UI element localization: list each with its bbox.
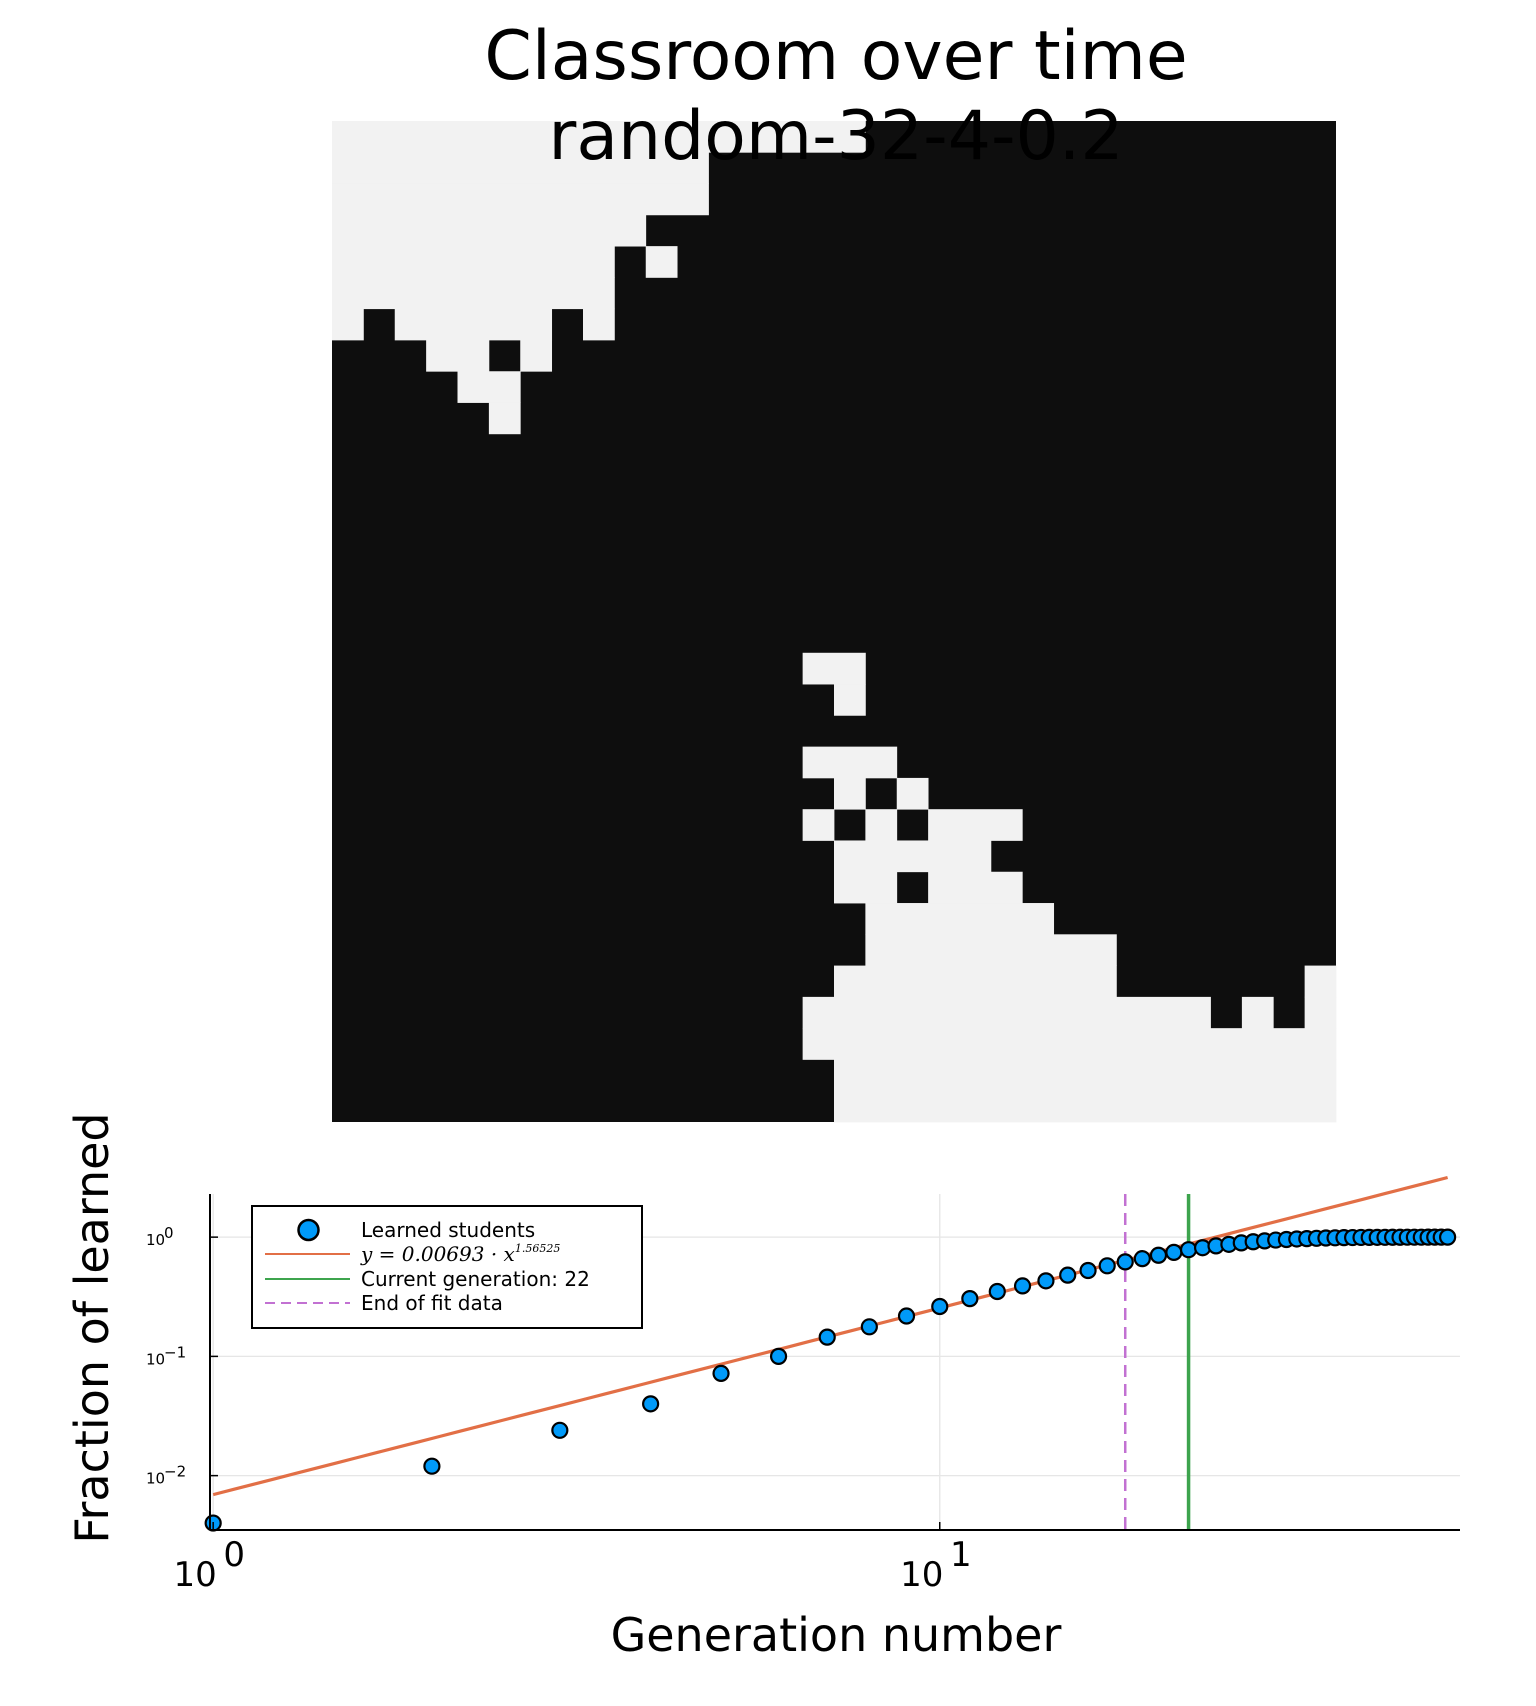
classroom-cell-learned — [802, 996, 1211, 1029]
classroom-cell-learned — [834, 871, 898, 904]
y-tick-exponent: −1 — [164, 1343, 186, 1361]
classroom-cell-learned — [426, 339, 490, 372]
legend-label: Current generation: 22 — [361, 1267, 590, 1291]
data-point — [1179, 1241, 1198, 1259]
classroom-cell-learned — [865, 934, 1117, 966]
y-tick-exponent: −2 — [164, 1463, 186, 1481]
classroom-cell-learned — [865, 809, 898, 841]
data-point — [551, 1421, 569, 1439]
classroom-cell-learned — [332, 277, 615, 310]
classroom-cell-learned — [802, 652, 866, 685]
classroom-cell-learned — [457, 371, 521, 403]
classroom-cell-learned — [834, 840, 992, 873]
data-point — [1037, 1272, 1055, 1290]
classroom-cell-learned — [1304, 965, 1337, 998]
x-axis-label: Generation number — [611, 1608, 1062, 1662]
data-point — [1116, 1253, 1134, 1271]
classroom-grid — [332, 121, 1337, 1123]
classroom-cell-learned — [332, 214, 647, 247]
data-point — [931, 1297, 949, 1316]
classroom-cell-learned — [928, 809, 1023, 841]
classroom-cell-learned — [520, 339, 553, 372]
classroom-cell-learned — [834, 684, 866, 716]
classroom-cell-learned — [834, 777, 866, 810]
legend-label: End of fit data — [361, 1291, 503, 1315]
classroom-cell-learned — [488, 402, 521, 435]
y-tick-label: 10 — [146, 1470, 165, 1488]
data-point — [423, 1457, 441, 1475]
classroom-cell-learned — [1241, 996, 1274, 1029]
data-point — [1133, 1250, 1151, 1268]
data-point — [1098, 1257, 1116, 1275]
data-point — [1059, 1266, 1077, 1284]
data-point — [897, 1307, 916, 1325]
data-point — [988, 1282, 1006, 1301]
x-tick-label: 10 — [900, 1555, 943, 1595]
classroom-cell-learned — [928, 871, 1023, 904]
title-line-2: random-32-4-0.2 — [548, 97, 1123, 176]
classroom-cell-learned — [1304, 996, 1337, 1029]
data-point — [769, 1347, 788, 1365]
y-tick-label: 10 — [146, 1350, 165, 1368]
classroom-cell-learned — [865, 903, 1055, 935]
data-point — [1079, 1261, 1097, 1280]
classroom-cell-learned — [802, 746, 898, 779]
title-line-1: Classroom over time — [484, 17, 1187, 96]
classroom-cell-learned — [834, 1090, 1337, 1123]
classroom-cell-learned — [332, 152, 709, 184]
legend-label: Learned students — [361, 1218, 535, 1242]
legend-swatch-points — [297, 1218, 320, 1242]
classroom-cell-learned — [332, 121, 866, 153]
classroom-cell-learned — [645, 246, 678, 278]
data-point — [1165, 1243, 1183, 1261]
classroom-cell-learned — [834, 1059, 1337, 1092]
classroom-cell-learned — [834, 965, 1117, 998]
y-tick-label: 10 — [146, 1231, 165, 1249]
data-point — [642, 1395, 660, 1413]
classroom-cell-learned — [583, 308, 615, 341]
x-tick-label: 10 — [174, 1555, 217, 1595]
data-point — [1013, 1277, 1032, 1295]
legend-label-exponent: 1.56525 — [515, 1242, 561, 1255]
x-tick-exponent: 1 — [950, 1535, 972, 1575]
data-point — [961, 1290, 979, 1308]
data-point — [1439, 1228, 1457, 1246]
plot-series — [204, 1175, 1457, 1532]
classroom-cell-learned — [332, 246, 615, 278]
data-point — [818, 1328, 836, 1346]
classroom-cell-learned — [802, 1028, 1337, 1060]
y-tick-exponent: 0 — [164, 1224, 174, 1242]
classroom-cell-learned — [332, 183, 709, 216]
classroom-cell-learned — [896, 777, 929, 810]
classroom-cell-learned — [332, 308, 364, 341]
plot-axes — [209, 1194, 1460, 1531]
data-point — [712, 1364, 730, 1383]
y-axis-label: Fraction of learned — [65, 1112, 119, 1543]
classroom-cell-learned — [394, 308, 553, 341]
data-point — [860, 1318, 878, 1336]
classroom-cell-learned — [802, 809, 835, 841]
data-point — [1149, 1246, 1168, 1264]
x-tick-exponent: 0 — [223, 1535, 245, 1575]
